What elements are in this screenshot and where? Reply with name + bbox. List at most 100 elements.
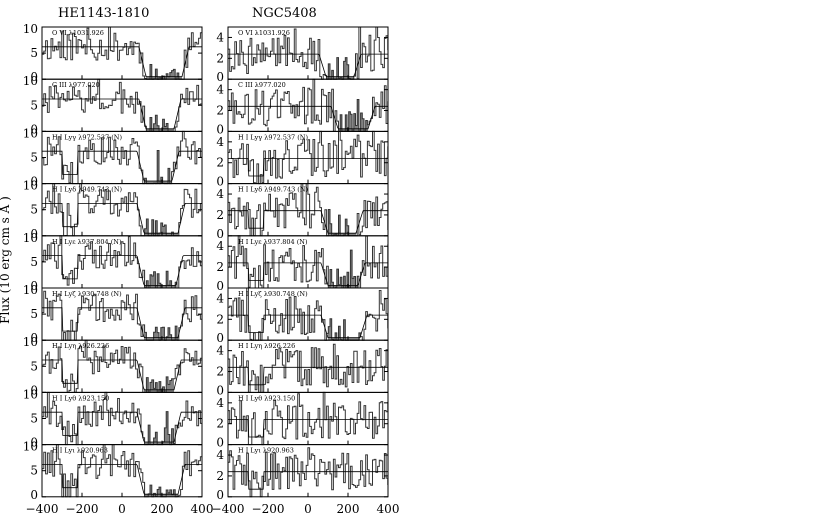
data-series [228,78,389,132]
y-tick-label: 0 [216,279,224,293]
panel-label: H I Lyη λ926.226 [238,342,295,350]
data-series [42,26,202,80]
model-line [42,203,202,234]
panel-label: H I Lyι λ920.963 [238,447,294,455]
x-tick-label: 400 [377,502,400,516]
y-tick-label: 4 [216,291,224,305]
x-tick-label: −400 [26,502,59,516]
y-tick-label: 0 [216,175,224,189]
y-tick-label: 4 [216,187,224,201]
y-tick-label: 2 [216,208,224,222]
y-tick-label: 5 [30,412,38,426]
y-tick-label: 4 [216,344,224,358]
y-tick-label: 0 [30,227,38,241]
y-tick-label: 10 [23,74,38,88]
model-line [42,411,202,443]
y-tick-label: 2 [216,104,224,118]
data-series [228,130,389,185]
panel-label: H I Lyδ λ949.743 (N) [52,186,123,194]
y-tick-label: 0 [30,488,38,502]
model-line [42,150,202,182]
y-tick-label: 10 [23,231,38,245]
model-line [42,307,202,338]
y-tick-label: 0 [30,436,38,450]
y-tick-label: 5 [30,359,38,373]
x-tick-label: −200 [252,502,285,516]
x-tick-label: 0 [118,502,126,516]
y-tick-label: 4 [216,448,224,462]
panel-label: H I Lyι λ920.963 [52,447,108,455]
panel-label: H I Lyδ λ949.743 (N) [238,186,309,194]
model-line [228,471,388,490]
y-tick-label: 5 [30,151,38,165]
model-line [42,46,202,77]
y-tick-label: 2 [216,365,224,379]
model-line [228,419,388,438]
panel-label: H I Lyζ λ930.748 (N) [52,290,122,298]
panel-label: H I Lyθ λ923.150 [52,394,109,402]
y-tick-label: 0 [216,383,224,397]
x-tick-label: 200 [337,502,360,516]
y-tick-label: 0 [216,227,224,241]
shaded-region-0-2-0 [144,150,172,184]
data-series [42,391,202,446]
y-tick-label: 2 [216,260,224,274]
model-line [42,464,202,495]
data-series [42,290,202,341]
model-line [42,98,202,130]
y-tick-label: 5 [30,255,38,269]
panel-frame [227,444,389,498]
model-line [42,255,202,286]
y-tick-label: 0 [216,331,224,345]
y-tick-label: 4 [216,396,224,410]
y-tick-label: 0 [30,70,38,84]
y-tick-label: 10 [23,440,38,454]
y-tick-label: 0 [30,122,38,136]
model-line [228,262,388,286]
y-tick-label: 10 [23,126,38,140]
y-tick-label: 2 [216,417,224,431]
y-tick-label: 10 [23,387,38,401]
y-tick-label: 5 [30,203,38,217]
panel-label: H I Lyθ λ923.150 [238,394,295,402]
data-series [228,26,389,80]
y-tick-label: 2 [216,469,224,483]
panel-label: O VI λ1031.926 [52,29,104,37]
y-tick-label: 0 [30,279,38,293]
panel-label: H I Lyε λ937.804 (N) [52,238,122,246]
y-tick-label: 2 [216,156,224,170]
panel-label: H I Lyη λ926.226 [52,342,109,350]
y-tick-label: 4 [216,83,224,97]
model-line [228,210,388,234]
y-tick-label: 0 [216,436,224,450]
model-line [228,158,388,177]
y-tick-label: 5 [30,98,38,112]
model-line [228,366,388,386]
model-line [42,359,202,391]
y-tick-label: 2 [216,312,224,326]
y-tick-label: 0 [216,488,224,502]
model-line [228,314,388,338]
shaded-region-0-1-0 [146,115,174,132]
data-series [228,235,389,289]
column-title: NGC5408 [252,6,317,21]
panel-label: H I Lyζ λ930.748 (N) [238,290,308,298]
data-series [228,447,389,498]
y-tick-label: 5 [30,307,38,321]
x-tick-label: −200 [66,502,99,516]
y-axis-label: Flux (10 erg cm s Å ) [0,196,12,324]
panel-label: C III λ977.020 [238,81,286,89]
x-tick-label: 200 [151,502,174,516]
model-line [228,53,388,77]
y-tick-label: 5 [30,464,38,478]
y-tick-label: 5 [30,46,38,60]
panel-label: C III λ977.020 [52,81,100,89]
panel-label: O VI λ1031.926 [238,29,290,37]
shaded-region-0-0-0 [146,64,182,80]
panel-label: H I Lyγ λ972.537 (N) [238,133,308,141]
x-tick-label: −400 [212,502,245,516]
y-tick-label: 0 [216,70,224,84]
column-title: HE1143-1810 [58,6,149,21]
data-series [42,130,202,185]
panel-label: H I Lyγ λ972.537 (N) [52,133,122,141]
